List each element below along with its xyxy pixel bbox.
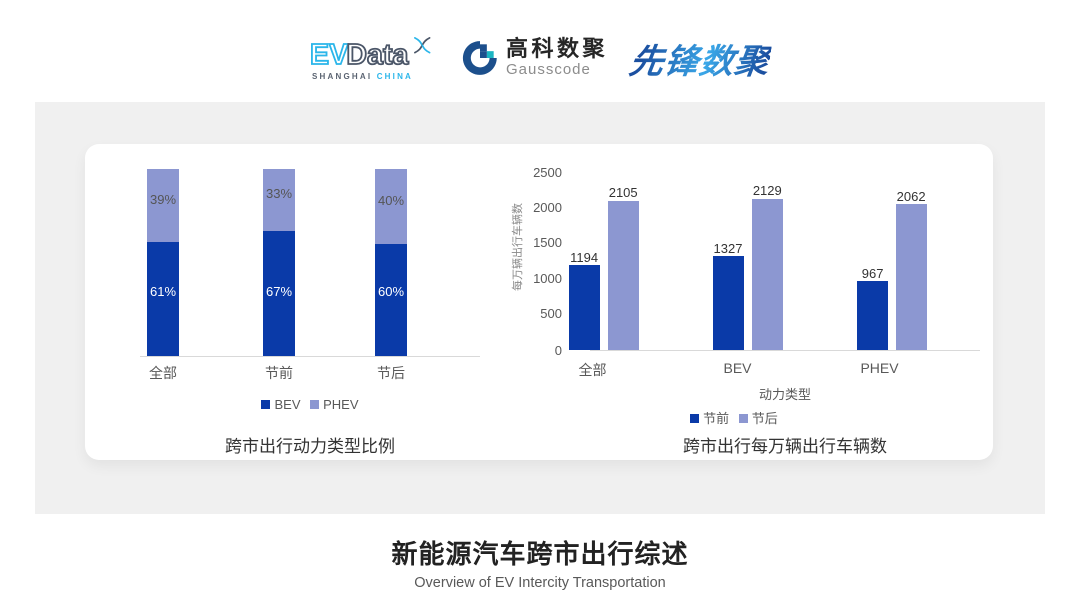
svg-text:Data: Data [346, 38, 409, 70]
svg-text:EV: EV [310, 38, 348, 70]
